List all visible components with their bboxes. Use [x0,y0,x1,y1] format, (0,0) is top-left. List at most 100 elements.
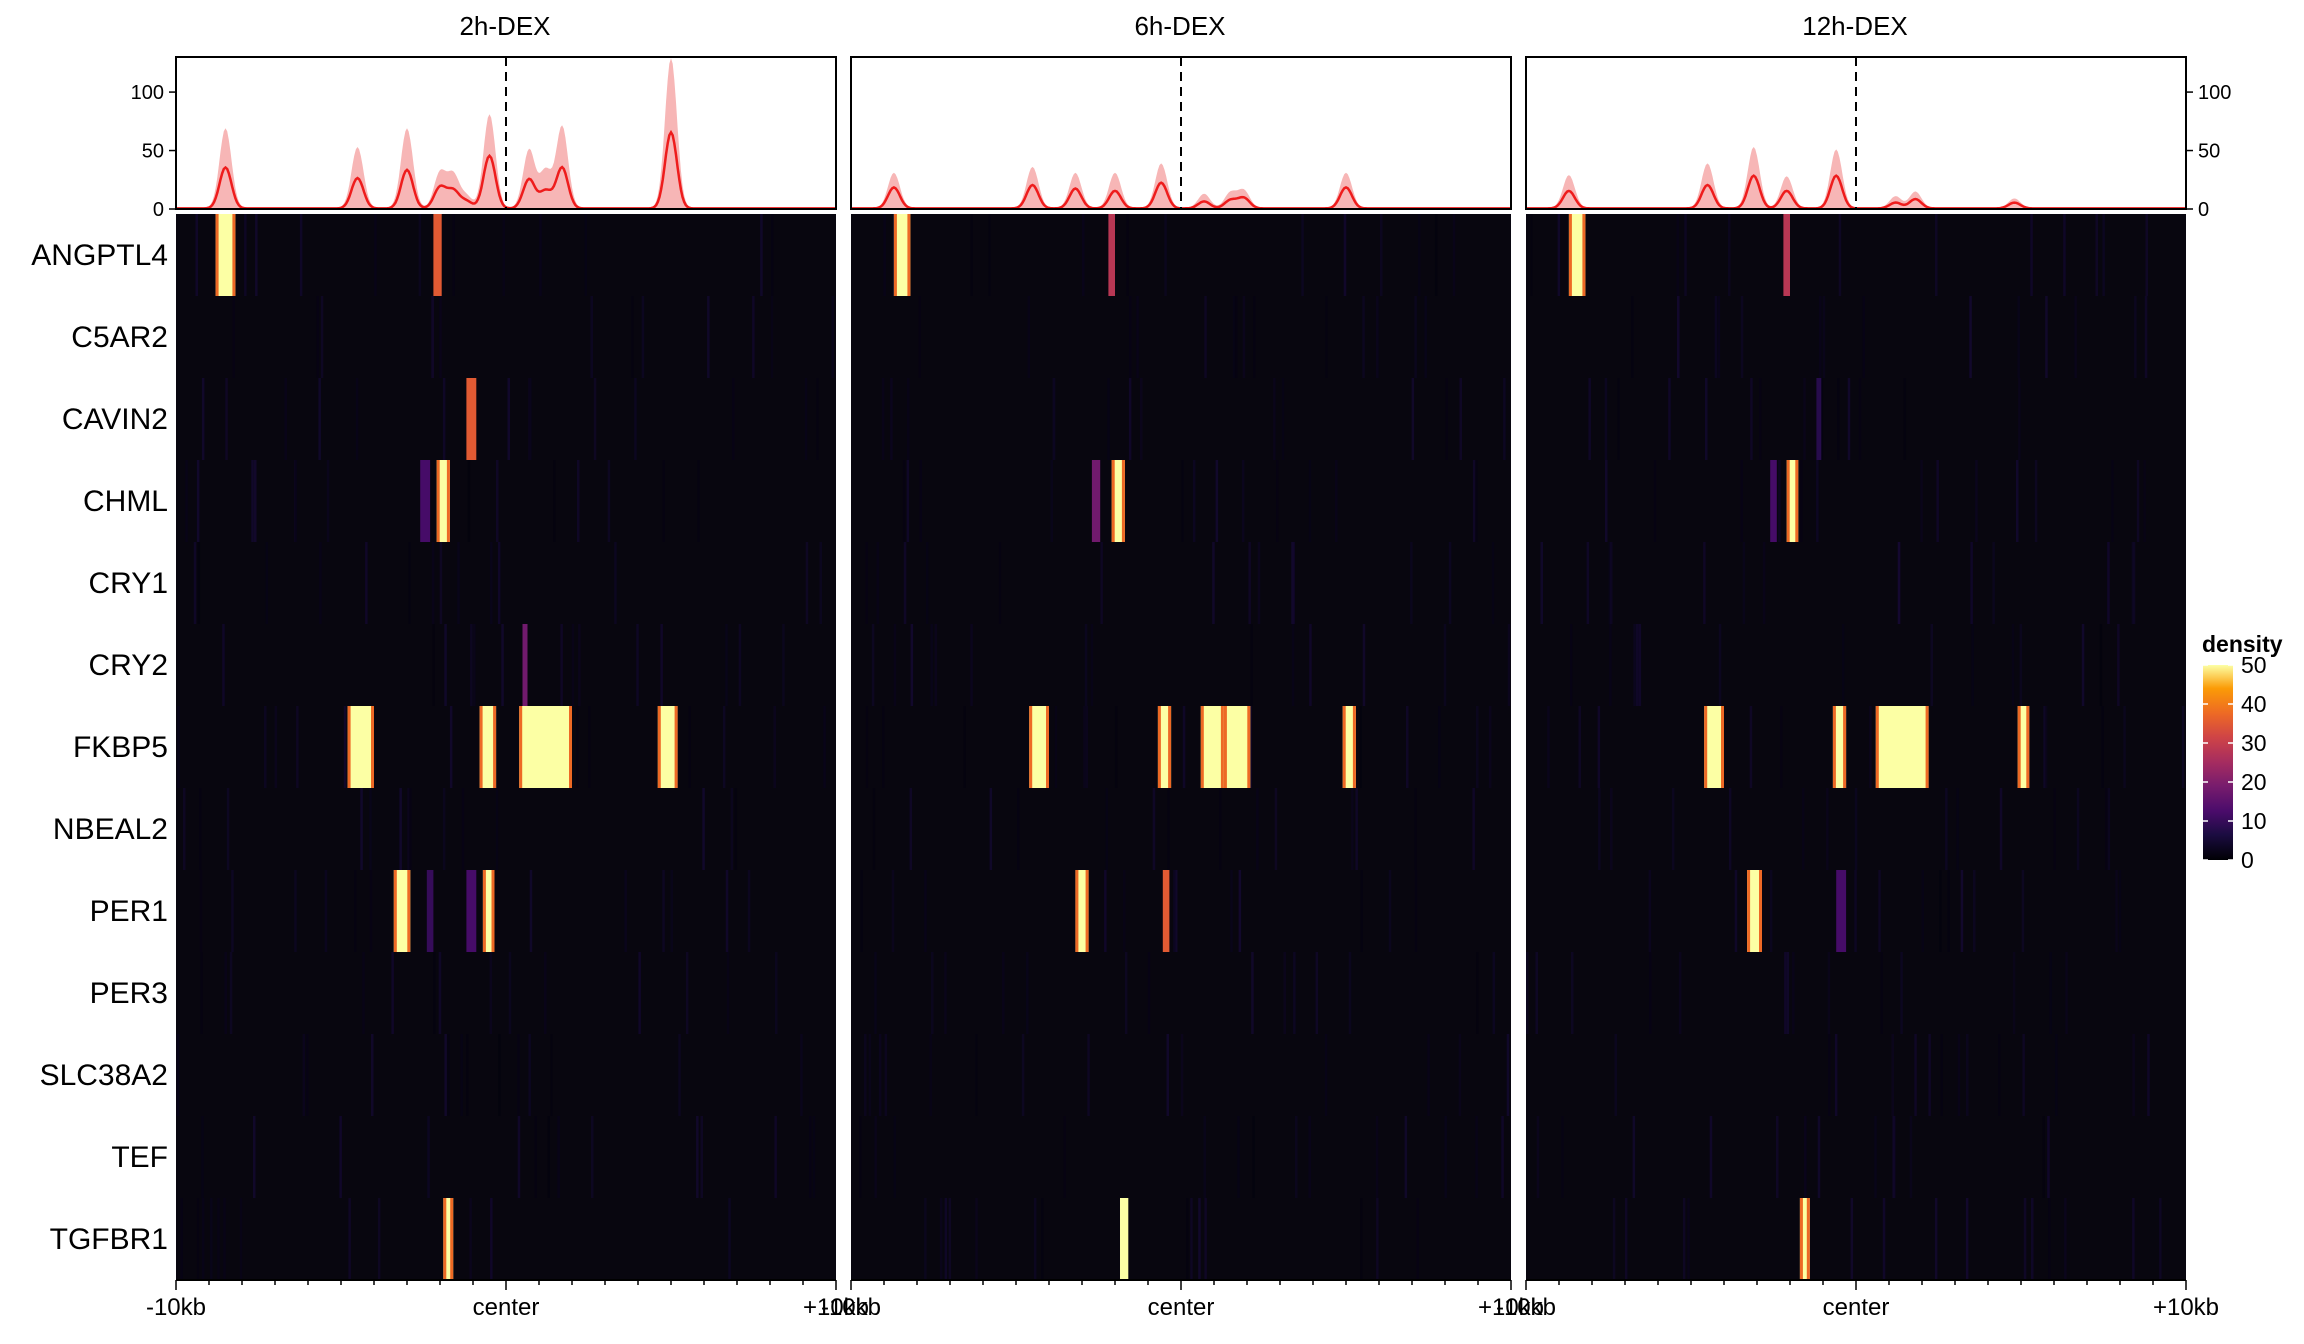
heatmap-cell-edge [674,706,678,788]
heatmap-noise-cell [1325,296,1328,378]
heatmap-noise-cell [865,542,868,624]
heatmap-noise-cell [1380,214,1383,296]
heatmap-noise-cell [1445,378,1449,460]
heatmap-noise-cell [970,214,973,296]
heatmap-noise-cell [517,1116,521,1198]
heatmap-noise-cell [544,952,547,1034]
gene-label-nbeal2: NBEAL2 [53,813,168,846]
heatmap-noise-cell [1129,296,1132,378]
heatmap-noise-cell [1173,870,1176,952]
heatmap-noise-cell [1252,296,1256,378]
heatmap-noise-cell [1355,788,1358,870]
heatmap-noise-cell [360,788,363,870]
heatmap-noise-cell [1324,1034,1328,1116]
heatmap-noise-cell [859,1116,862,1198]
heatmap-noise-cell [1909,1116,1913,1198]
heatmap-noise-cell [805,542,809,624]
heatmap-noise-cell [1410,542,1413,624]
heatmap-noise-cell [1854,870,1857,952]
heatmap-cell-fkbp5 [479,706,497,788]
heatmap-noise-cell [607,460,611,542]
panel-3: 0 50 100 -10kb center +10kb [1496,56,2231,1321]
heatmap-cell-edge [482,870,486,952]
heatmap-noise-cell [1586,542,1590,624]
heatmap-noise-cell [963,706,966,788]
heatmap-noise-cell [1891,1034,1894,1116]
heatmap-noise-cell [324,870,328,952]
heatmap-noise-cell [302,1034,306,1116]
heatmap-noise-cell [1900,952,1903,1034]
heatmap-cell-edge [893,214,897,296]
heatmap-noise-cell [1802,788,1805,870]
heatmap-noise-cell [998,542,1002,624]
heatmap-noise-cell [1540,542,1543,624]
gene-label-angptl4: ANGPTL4 [31,239,168,272]
heatmap-noise-cell [442,378,446,460]
heatmap-cell-fkbp5 [1223,706,1251,788]
heatmap-noise-cell [1762,542,1766,624]
heatmap-noise-cell [502,214,506,296]
heatmap-noise-cell [2099,624,2103,706]
heatmap-noise-cell [1742,542,1746,624]
heatmap-noise-cell [576,706,579,788]
heatmap-noise-cell [1459,378,1462,460]
heatmap-noise-cell [232,296,235,378]
heatmap-noise-cell [1052,378,1056,460]
heatmap-noise-cell [201,1198,205,1280]
heatmap-noise-cell [1190,1198,1193,1280]
heatmap-noise-cell [906,378,910,460]
profile-band [176,58,836,210]
heatmap-noise-cell [354,870,357,952]
heatmap-noise-cell [461,788,465,870]
heatmap-noise-cell [1283,952,1286,1034]
heatmap-cell-edge [1220,706,1224,788]
heatmap-noise-cell [1241,460,1245,542]
heatmap-noise-cell [2030,214,2033,296]
heatmap-cell-edge [347,706,351,788]
heatmap-noise-cell [274,706,278,788]
x-tick-label: -10kb [1496,1294,1556,1321]
heatmap-noise-cell [294,870,297,952]
heatmap-noise-cell [231,870,234,952]
heatmap-noise-cell [1424,296,1427,378]
heatmap-noise-cell [1817,1116,1821,1198]
heatmap-noise-cell [1588,378,1591,460]
heatmap-cell-edge [443,1198,447,1280]
heatmap-noise-cell [2132,1034,2135,1116]
heatmap-noise-cell [1308,1116,1311,1198]
heatmap-cell-per1 [1747,870,1762,952]
heatmap-cell-fkbp5 [1342,706,1356,788]
heatmap-noise-cell [939,1198,943,1280]
heatmap-noise-cell [1740,460,1743,542]
heatmap-noise-cell [408,542,411,624]
heatmap-noise-cell [1624,1198,1628,1280]
heatmap-noise-cell [225,378,228,460]
heatmap-cell-edge [393,870,397,952]
heatmap-noise-cell [1506,1034,1510,1116]
heatmap-noise-cell [2016,460,2019,542]
heatmap-noise-cell [1914,1034,1917,1116]
heatmap-noise-cell [1956,788,1959,870]
heatmap-noise-cell [865,706,869,788]
heatmap-noise-cell [1090,624,1094,706]
heatmap-noise-cell [223,1198,226,1280]
heatmap-noise-cell [1676,214,1679,296]
heatmap-cell-fkbp5 [2017,706,2030,788]
heatmap-noise-cell [418,214,422,296]
heatmap-noise-cell [433,952,436,1034]
heatmap-noise-cell [1124,952,1128,1034]
heatmap-noise-cell [371,1034,374,1116]
heatmap-noise-cell [447,1034,450,1116]
heatmap-noise-cell [222,624,225,706]
heatmap-noise-cell [1082,214,1085,296]
heatmap-noise-cell [819,542,822,624]
heatmap-noise-cell [497,542,501,624]
heatmap-noise-cell [495,788,499,870]
heatmap-noise-cell [725,624,728,706]
heatmap-noise-cell [872,788,876,870]
heatmap-noise-cell [770,296,774,378]
heatmap-noise-cell [1992,542,1995,624]
heatmap-noise-cell [528,1034,531,1116]
heatmap-noise-cell [2107,542,2110,624]
